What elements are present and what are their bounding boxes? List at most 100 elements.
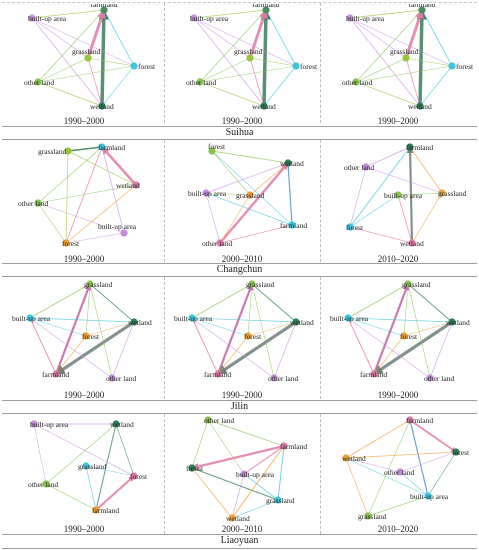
transfer-edge (193, 17, 297, 67)
transfer-edge (249, 162, 289, 196)
land-node-label: built-up area (236, 470, 275, 479)
transfer-edge (248, 8, 268, 60)
land-node-dot (416, 102, 424, 110)
land-node: other land (202, 239, 232, 248)
land-node-label: built-up area (190, 14, 229, 23)
land-node-dot (112, 420, 120, 428)
land-node-label: farmland (92, 506, 119, 515)
network-panel: grassland built-up area forest wetland farml… (330, 280, 470, 383)
transfer-edge (355, 57, 407, 83)
transfer-edge (115, 423, 135, 477)
network-panel: farmland built-up area grassland forest othe… (342, 4, 474, 111)
land-node: other land (106, 374, 136, 383)
transfer-edge (29, 317, 57, 375)
land-node: farmland (92, 506, 119, 515)
land-node: grassland (390, 47, 419, 62)
transfer-edge (45, 423, 117, 485)
land-node: grassland (358, 512, 387, 521)
transfer-edge (100, 145, 138, 187)
transfer-edges (205, 150, 294, 245)
transfer-edge (29, 317, 113, 379)
transfer-edges (33, 423, 135, 511)
land-node: built-up area (174, 314, 213, 323)
land-node-dot (246, 54, 254, 62)
land-node-dot (92, 506, 100, 514)
land-node-label: forest (186, 464, 204, 473)
land-node-dot (284, 159, 292, 167)
land-node: farmland (280, 442, 307, 451)
transfer-edge (205, 192, 293, 226)
land-node-dot (424, 492, 432, 500)
transfer-edge (407, 283, 431, 379)
transfer-edge (85, 465, 135, 477)
transfer-edge (409, 146, 443, 194)
land-node-dot (404, 280, 412, 288)
land-node-dot (130, 318, 138, 326)
land-node: forest (208, 142, 226, 155)
land-node-label: other land (268, 374, 298, 383)
transfer-edges (349, 8, 453, 108)
land-node-dot (30, 420, 38, 428)
period-label: 1990–2000 (377, 116, 419, 126)
land-node: farmland (90, 4, 118, 14)
land-node: wetland (446, 318, 470, 327)
column-separator (320, 3, 321, 123)
transfer-edge (251, 283, 297, 323)
land-node-dot (28, 14, 36, 22)
land-node: forest (186, 464, 204, 473)
land-node-label: forest (400, 332, 418, 341)
transfer-edge (65, 184, 137, 244)
land-node-label: forest (208, 142, 226, 151)
land-node-dot (84, 54, 92, 62)
transfer-edge (345, 419, 411, 459)
transfer-edge (98, 8, 110, 108)
land-node-label: other land (344, 163, 374, 172)
land-node-dot (262, 6, 270, 14)
land-node-dot (196, 78, 204, 86)
land-node-dot (42, 480, 50, 488)
transfer-edge (345, 457, 429, 497)
land-node-label: wetland (280, 159, 304, 168)
land-node-label: grassland (72, 47, 101, 56)
land-node: built-up area (98, 222, 137, 237)
land-node: built-up area (12, 314, 51, 323)
network-panel: grassland built-up area forest wetland farml… (174, 280, 314, 383)
land-node-dot (400, 332, 408, 340)
land-node-label: other land (106, 374, 136, 383)
land-node-dot (394, 191, 402, 199)
land-node-dot (270, 374, 278, 382)
transfer-edge (29, 283, 91, 319)
transfer-edge (190, 444, 286, 470)
transfer-edge (191, 317, 297, 323)
transfer-edge (199, 81, 265, 107)
period-label: 1990–2000 (221, 116, 263, 126)
network-panel: farmland built-up area grassland forest othe… (186, 4, 318, 111)
network-panel: farmland built-up area grassland forest othe… (24, 4, 156, 111)
land-node-label: forest (346, 223, 364, 232)
region-label: Changchun (216, 264, 263, 275)
transfer-edge (404, 8, 424, 60)
transfer-edge (85, 283, 91, 337)
transfer-edge (409, 419, 429, 497)
land-node: farmland (360, 370, 387, 379)
land-node-label: forest (300, 62, 318, 71)
land-node-dot (346, 14, 354, 22)
transfer-edge (405, 57, 421, 107)
transfer-edges (190, 419, 286, 519)
land-node-dot (288, 221, 296, 229)
transfer-edge (365, 146, 411, 168)
land-node-dot (426, 374, 434, 382)
land-node-dot (362, 163, 370, 171)
period-label: 2010–2020 (377, 254, 419, 264)
transfer-edge (211, 150, 289, 164)
land-node: farmland (406, 143, 433, 152)
land-node-dot (100, 6, 108, 14)
land-node-dot (274, 496, 282, 504)
land-node: built-up area (190, 14, 229, 23)
transfer-edges (37, 145, 138, 244)
land-node-dot (216, 239, 224, 247)
transfer-edge (416, 8, 428, 108)
land-node-dot (408, 239, 416, 247)
transfer-edge (216, 282, 254, 376)
